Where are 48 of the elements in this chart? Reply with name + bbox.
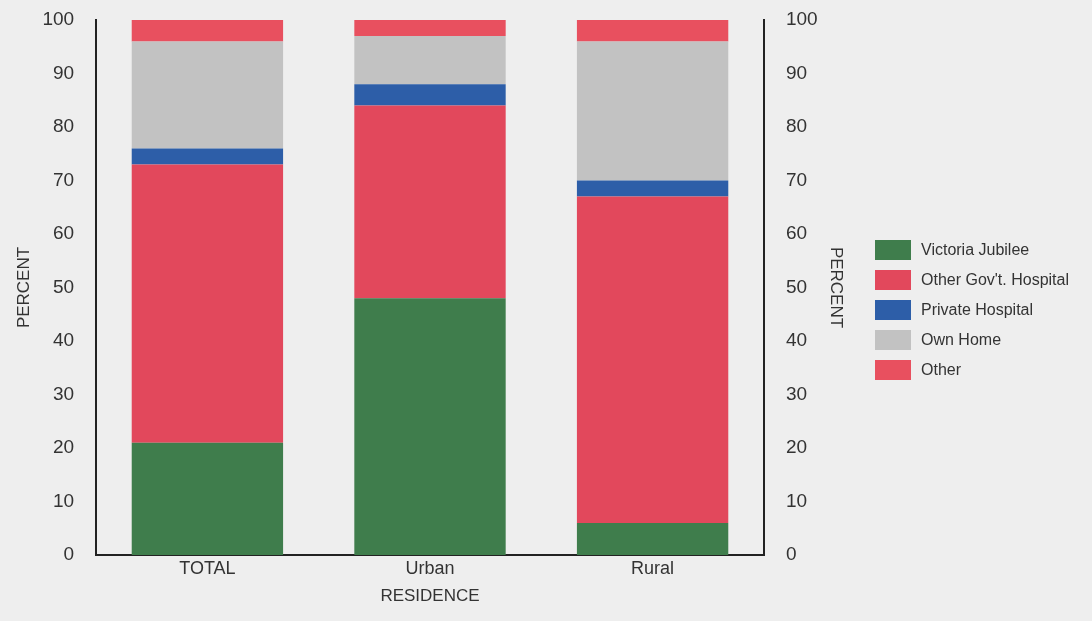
y2-tick-label: 60	[785, 222, 808, 244]
bar	[131, 164, 284, 443]
x-tick-label: Urban	[405, 557, 455, 578]
bar	[576, 196, 729, 523]
bar	[131, 20, 284, 42]
bar	[354, 84, 506, 106]
bar	[576, 41, 729, 181]
y2-tick-label: 20	[785, 436, 808, 458]
legend-label: Victoria Jubilee	[921, 241, 1030, 259]
y2-tick-label: 30	[785, 382, 808, 404]
y2-tick-label: 40	[785, 329, 808, 351]
y-tick-label: 50	[52, 275, 75, 297]
y2-tick-label: 70	[785, 168, 808, 190]
bar	[576, 20, 729, 42]
bar	[576, 180, 729, 197]
bar	[576, 522, 729, 555]
bar	[354, 20, 506, 37]
y-tick-label: 0	[63, 543, 75, 565]
y-tick-label: 30	[52, 382, 75, 404]
y2-axis-title: PERCENT	[827, 246, 847, 329]
y-tick-label: 60	[52, 222, 75, 244]
y-tick-label: 100	[42, 8, 75, 30]
x-tick-label: Rural	[631, 557, 675, 578]
bar	[354, 36, 506, 85]
legend-label: Other	[921, 361, 962, 379]
y-axis-title: PERCENT	[13, 246, 33, 329]
y2-tick-label: 80	[785, 115, 808, 137]
y2-tick-label: 0	[785, 543, 797, 565]
x-axis-title: RESIDENCE	[380, 586, 480, 606]
bar	[354, 105, 506, 299]
y-tick-label: 80	[52, 115, 75, 137]
y2-tick-label: 10	[785, 489, 808, 511]
bar	[354, 298, 506, 555]
bar	[131, 442, 284, 555]
x-tick-label: TOTAL	[179, 557, 236, 578]
y2-tick-label: 100	[785, 8, 818, 30]
y2-tick-label: 90	[785, 61, 808, 83]
y-tick-label: 90	[52, 61, 75, 83]
y-tick-label: 10	[52, 489, 75, 511]
y-tick-label: 20	[52, 436, 75, 458]
legend-label: Other Gov't. Hospital	[921, 271, 1069, 289]
legend-label: Own Home	[921, 331, 1002, 349]
y-tick-label: 40	[52, 329, 75, 351]
bar	[131, 41, 284, 149]
legend-label: Private Hospital	[921, 301, 1034, 319]
y-tick-label: 70	[52, 168, 75, 190]
y2-tick-label: 50	[785, 275, 808, 297]
bar	[131, 148, 284, 165]
